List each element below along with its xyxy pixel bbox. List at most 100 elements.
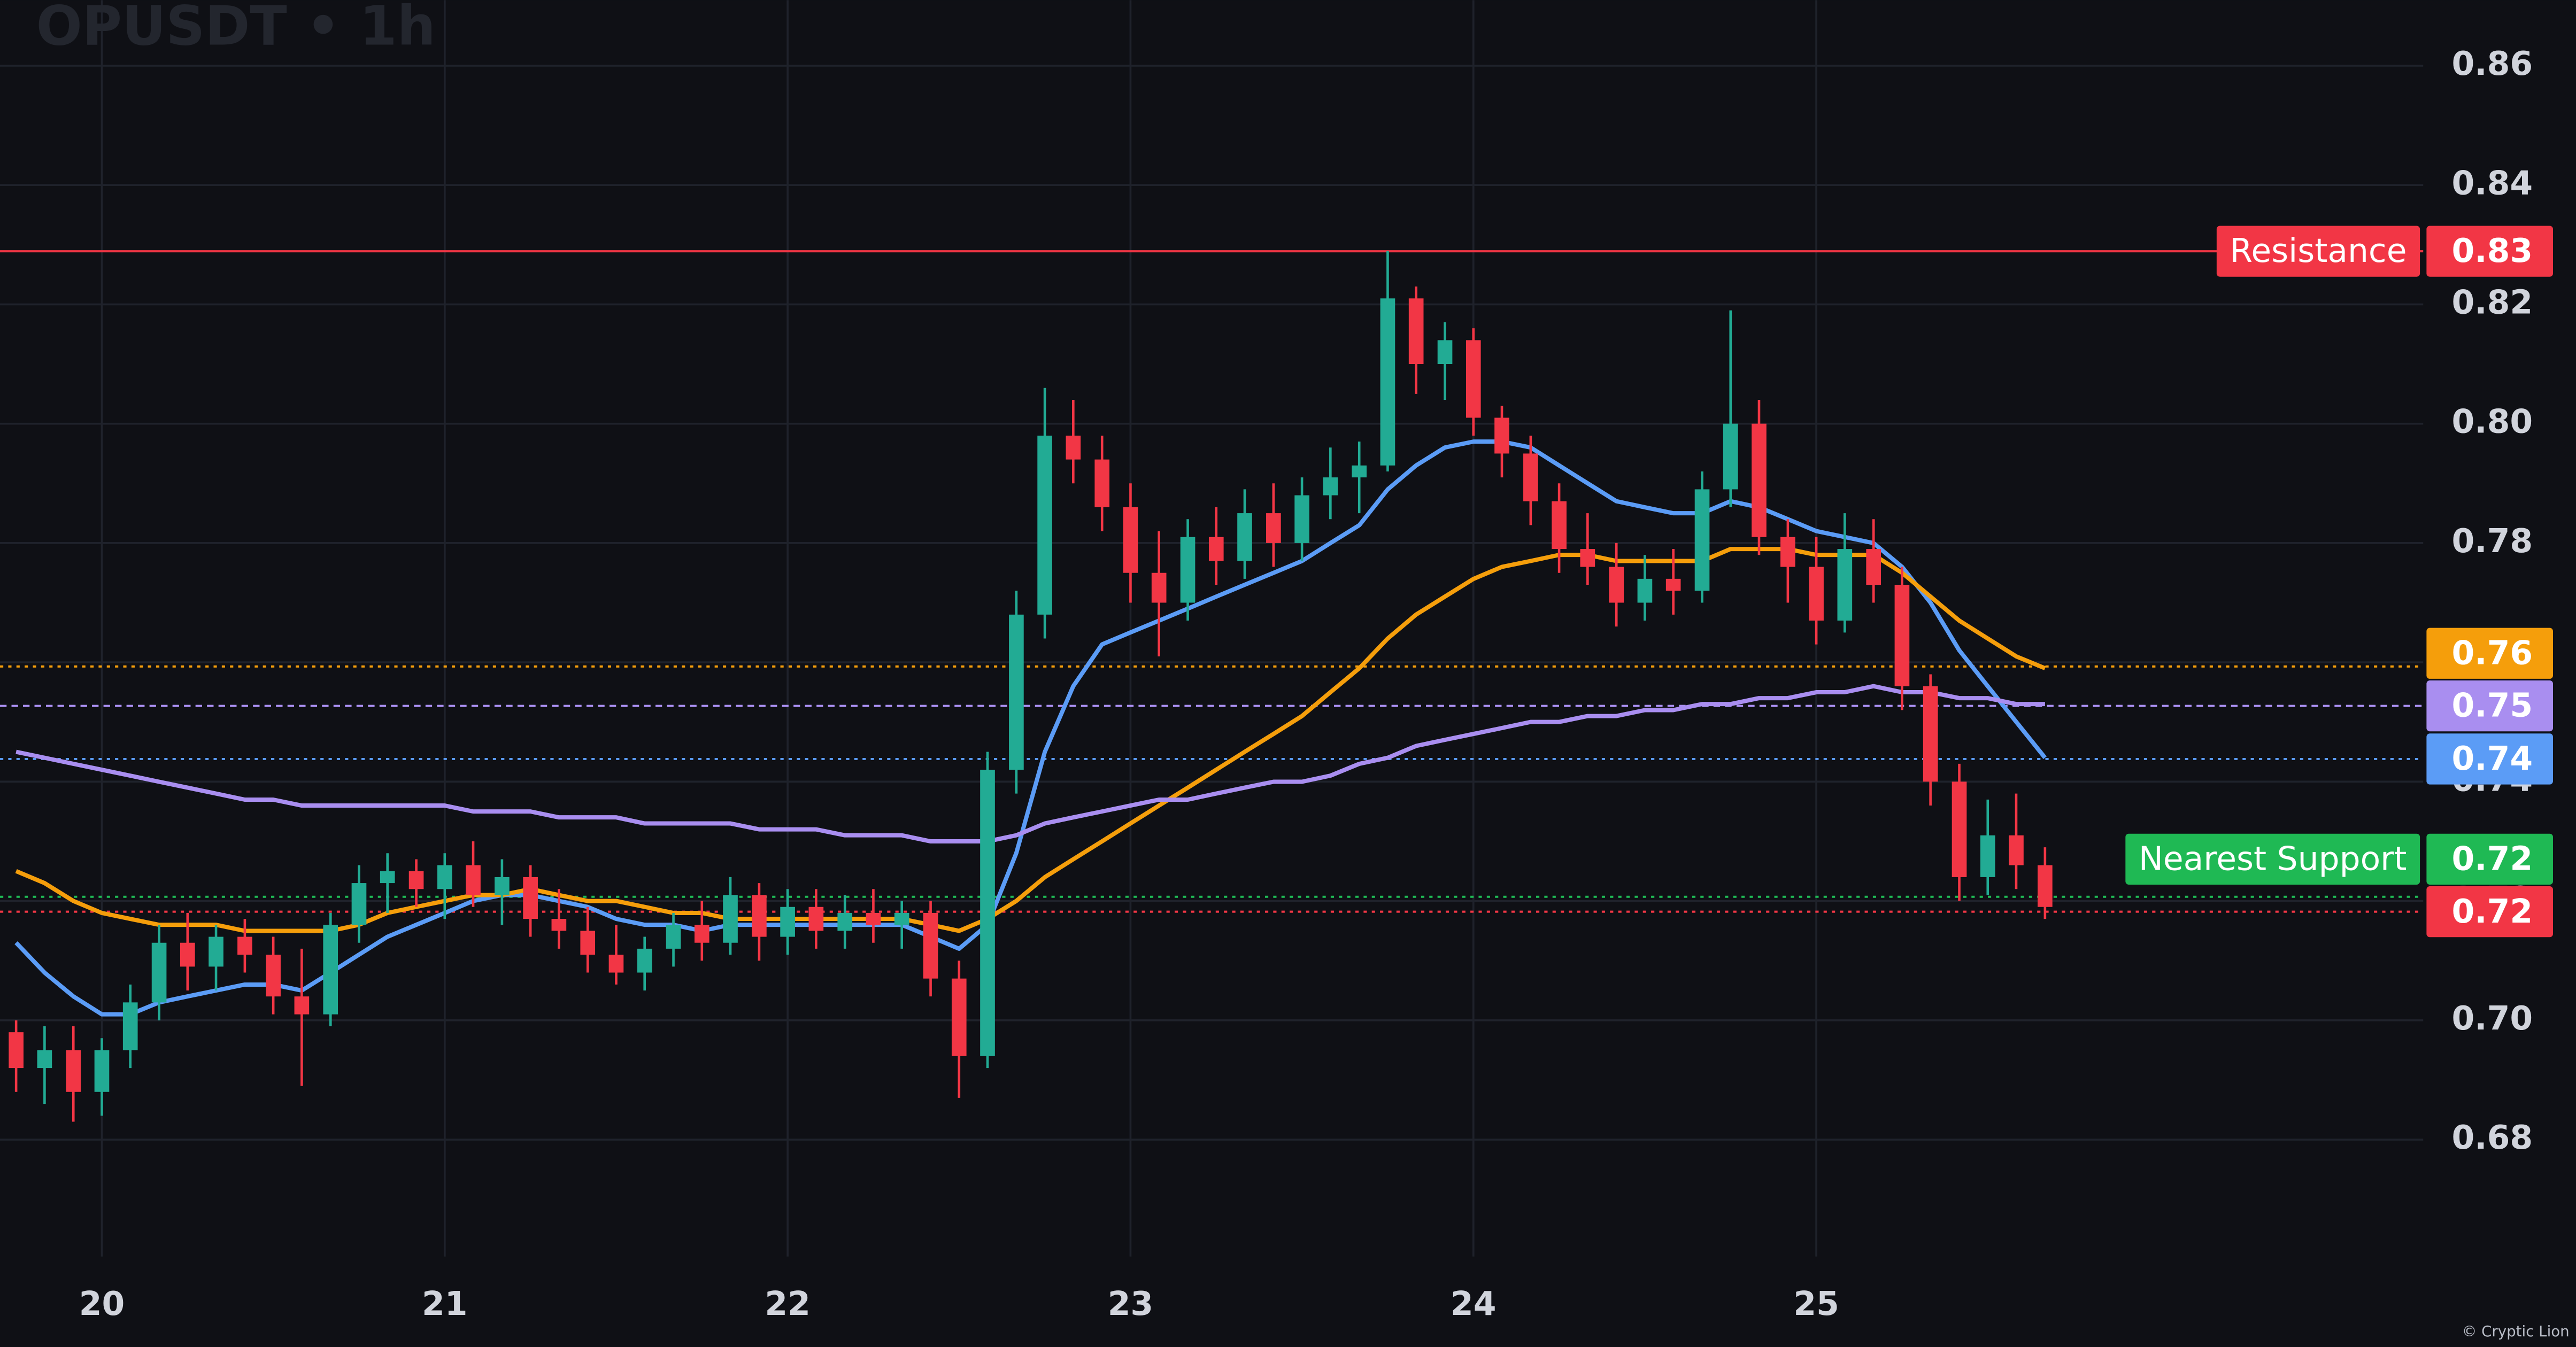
candle-body [1037, 435, 1052, 615]
candle-body [1837, 549, 1853, 621]
candle-body [1894, 585, 1910, 686]
candle-body [2038, 865, 2053, 907]
y-tick-label: 0.82 [2451, 284, 2533, 322]
price-name-box [2125, 833, 2420, 885]
price-label-box [2426, 226, 2553, 277]
candle-body [1723, 423, 1738, 490]
candle-body [1380, 298, 1395, 466]
candle-body [1294, 495, 1309, 543]
candle-body [780, 907, 795, 937]
price-label-box [2426, 680, 2553, 732]
candle-body [1809, 567, 1824, 621]
candle-body [1094, 459, 1110, 507]
candle-body [1866, 549, 1881, 585]
candle-body [1266, 513, 1281, 543]
price-label: 0.72 [2451, 893, 2533, 931]
watermark-title: OPUSDT • 1h [36, 0, 436, 57]
candle-body [294, 996, 310, 1015]
candle-body [1494, 417, 1509, 454]
candle-body [1408, 298, 1424, 365]
moving-average [16, 684, 2045, 844]
candle-body [380, 871, 395, 884]
candle-body [351, 883, 367, 925]
candle-body [1466, 340, 1481, 418]
candle-body [66, 1050, 81, 1092]
y-tick-label: 0.68 [2451, 1119, 2533, 1157]
candle-body [666, 925, 681, 949]
price-label: 0.75 [2451, 687, 2533, 725]
candle-body [1208, 537, 1224, 561]
y-tick-label: 0.70 [2451, 1000, 2533, 1038]
candle-body [1752, 423, 1767, 537]
candle-body [1552, 501, 1567, 549]
candle-body [1637, 578, 1653, 603]
candle-body [1523, 453, 1538, 501]
candle-body [923, 912, 938, 979]
x-tick-label: 20 [79, 1285, 125, 1323]
candle-body [866, 912, 881, 925]
x-tick-label: 22 [765, 1285, 811, 1323]
candle-body [694, 925, 709, 943]
candle-body [637, 948, 652, 973]
y-tick-label: 0.78 [2451, 522, 2533, 560]
candle-body [1437, 340, 1453, 365]
candle-body [551, 919, 567, 931]
candle-body [1580, 549, 1595, 567]
candle-body [1066, 435, 1081, 460]
candle-body [37, 1050, 52, 1069]
candle-body [94, 1050, 110, 1092]
candle-body [122, 1002, 138, 1050]
price-label-box [2426, 886, 2553, 938]
candle-body [180, 942, 195, 967]
x-tick-label: 25 [1793, 1285, 1839, 1323]
candle-body [752, 895, 767, 937]
candle-body [9, 1032, 24, 1069]
candle-body [1780, 537, 1795, 567]
candle-body [2009, 835, 2024, 865]
candle-body [266, 955, 281, 997]
price-line-name: Resistance [2230, 232, 2407, 270]
watermark: © Cryptic Lion [2462, 1322, 2570, 1340]
price-line-name: Nearest Support [2139, 840, 2407, 878]
candle-body [1980, 835, 1995, 877]
candle-body [1609, 567, 1624, 603]
price-label-box [2426, 628, 2553, 679]
candle-body [980, 770, 995, 1056]
price-label: 0.76 [2451, 634, 2533, 672]
x-tick-label: 24 [1451, 1285, 1497, 1323]
x-tick-label: 21 [422, 1285, 468, 1323]
candle-body [1923, 686, 1938, 782]
candle-body [209, 936, 223, 967]
candle-body [1694, 489, 1710, 591]
x-tick-label: 23 [1108, 1285, 1154, 1323]
candle-body [151, 942, 167, 1003]
y-tick-label: 0.80 [2451, 403, 2533, 441]
candle-body [1665, 578, 1681, 591]
price-label: 0.72 [2451, 840, 2533, 878]
price-label-box [2426, 833, 2553, 885]
price-label: 0.83 [2451, 232, 2533, 270]
candle-body [323, 925, 338, 1015]
candle-body [495, 877, 510, 895]
candle-body [608, 955, 624, 973]
candle-body [808, 907, 824, 931]
candle-body [237, 936, 252, 955]
candles [9, 250, 2053, 1122]
candle-body [580, 931, 596, 955]
candle-body [1952, 781, 1967, 877]
price-label: 0.74 [2451, 740, 2533, 778]
candle-body [1323, 477, 1338, 496]
candle-body [1151, 572, 1167, 603]
candle-body [1180, 537, 1196, 603]
price-name-box [2216, 226, 2420, 277]
labels: 0.83 Resistance 0.76 0.75 0.74 0.72 Nearest Su… [2125, 226, 2553, 938]
candle-body [723, 895, 738, 943]
y-tick-label: 0.84 [2451, 164, 2533, 202]
candle-body [466, 865, 481, 895]
candle-body [951, 978, 967, 1056]
candle-body [408, 871, 424, 889]
candle-body [1009, 614, 1024, 770]
y-tick-label: 0.86 [2451, 45, 2533, 83]
